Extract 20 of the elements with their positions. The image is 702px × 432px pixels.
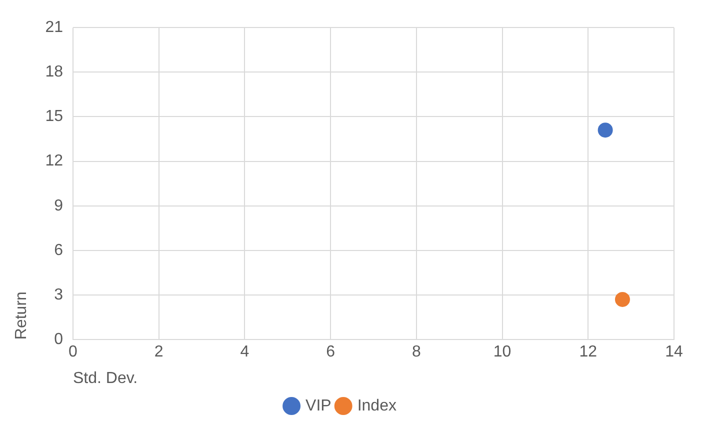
y-tick-label: 6 [54, 242, 64, 259]
x-tick-label: 8 [412, 344, 421, 361]
y-tick-label: 18 [45, 64, 64, 81]
y-tick-label: 12 [45, 152, 64, 170]
x-axis-title: Std. Dev. [72, 370, 138, 387]
y-tick-label: 9 [54, 197, 64, 214]
legend-label: VIP [306, 397, 332, 414]
x-tick-label: 0 [68, 344, 78, 361]
y-tick-label: 21 [45, 19, 64, 36]
x-tick-label: 2 [154, 344, 164, 361]
x-tick-label: 6 [326, 344, 336, 361]
x-tick-label: 4 [240, 344, 250, 361]
y-tick-label: 15 [45, 108, 64, 126]
y-tick-label: 3 [54, 286, 64, 304]
y-tick-label: 0 [54, 331, 64, 348]
x-tick-label: 10 [493, 344, 512, 361]
y-axis-title: Return [13, 292, 30, 340]
x-tick-label: 14 [665, 344, 683, 361]
x-tick-label: 12 [579, 344, 598, 361]
legend-label: Index [357, 397, 396, 414]
